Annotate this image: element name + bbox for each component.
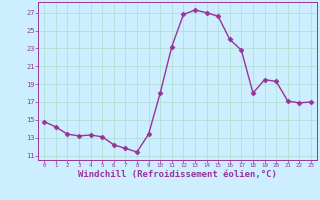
X-axis label: Windchill (Refroidissement éolien,°C): Windchill (Refroidissement éolien,°C) (78, 170, 277, 179)
